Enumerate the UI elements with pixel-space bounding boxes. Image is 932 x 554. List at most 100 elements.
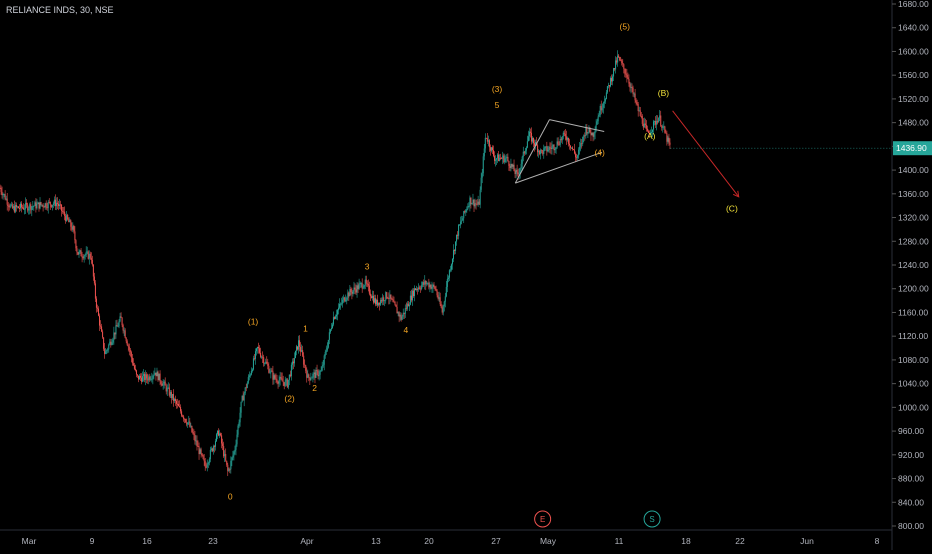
candle-up <box>36 203 38 209</box>
candle-down <box>560 139 562 141</box>
candle-down <box>95 298 97 308</box>
candle-down <box>170 392 172 399</box>
candle-up <box>662 126 664 128</box>
candle-down <box>572 147 574 150</box>
candle-down <box>126 341 128 346</box>
time-tick-label: Apr <box>300 536 313 546</box>
candle-up <box>380 299 382 305</box>
candle-down <box>191 425 193 433</box>
candle-down <box>642 123 644 128</box>
candle-down <box>417 288 419 290</box>
candle-up <box>362 287 364 289</box>
candle-up <box>543 148 545 154</box>
candle-up <box>404 308 406 314</box>
time-tick-label: May <box>540 536 557 546</box>
candle-up <box>345 299 347 302</box>
candle-down <box>125 337 127 342</box>
candle-down <box>516 170 518 173</box>
candle-up <box>449 269 451 271</box>
candle-down <box>96 307 98 309</box>
candle-up <box>307 374 309 378</box>
candle-down <box>213 446 215 447</box>
candle-down <box>529 131 531 133</box>
candle-down <box>289 374 291 377</box>
candle-up <box>594 130 596 134</box>
candle-up <box>562 132 564 137</box>
candle-up <box>525 147 527 151</box>
triangle-upper-line <box>549 119 605 133</box>
candle-down <box>13 206 15 212</box>
last-price-label: 1436.90 <box>896 143 927 153</box>
candle-down <box>629 83 631 88</box>
candle-down <box>266 361 268 364</box>
candle-down <box>64 211 66 216</box>
candle-down <box>0 187 2 192</box>
candle-down <box>381 299 383 302</box>
candle-up <box>465 209 467 213</box>
candle-up <box>270 370 272 373</box>
candle-down <box>355 289 357 293</box>
candle-up <box>327 339 329 348</box>
candle-down <box>275 378 277 380</box>
candle-up <box>212 446 214 452</box>
candle-up <box>234 449 236 452</box>
candle-down <box>485 137 487 139</box>
candle-up <box>340 303 342 305</box>
candle-down <box>665 132 667 134</box>
candle-down <box>454 250 456 251</box>
candle-up <box>320 370 322 372</box>
candle-down <box>211 448 213 452</box>
candle-up <box>487 140 489 142</box>
candle-up <box>329 329 331 333</box>
price-tick-label: 880.00 <box>898 474 924 484</box>
candle-down <box>433 284 435 287</box>
candle-up <box>315 370 317 378</box>
candle-down <box>38 202 40 209</box>
candle-up <box>570 147 572 149</box>
candle-down <box>299 340 301 347</box>
candle-down <box>292 361 294 364</box>
candle-down <box>271 370 273 372</box>
candle-up <box>322 364 324 367</box>
candle-up <box>284 380 286 386</box>
candle-up <box>12 206 14 209</box>
candle-up <box>32 206 34 208</box>
candle-down <box>517 172 519 175</box>
candle-down <box>132 363 134 366</box>
candle-up <box>318 374 320 377</box>
candle-up <box>520 163 522 169</box>
candle-down <box>576 157 578 159</box>
candle-up <box>55 202 57 207</box>
candle-down <box>220 433 222 436</box>
candle-down <box>383 297 385 301</box>
time-tick-label: 27 <box>491 536 501 546</box>
candle-up <box>107 349 109 351</box>
candle-down <box>103 337 105 349</box>
candle-up <box>145 374 147 380</box>
candle-up <box>83 255 85 259</box>
candle-up <box>44 203 46 208</box>
candle-up <box>484 137 486 149</box>
candle-up <box>561 136 563 141</box>
candle-down <box>164 381 166 386</box>
candle-up <box>84 254 86 256</box>
candle-up <box>173 398 175 401</box>
candle-down <box>441 307 443 313</box>
candle-down <box>377 299 379 306</box>
candle-up <box>385 292 387 301</box>
candle-down <box>141 377 143 382</box>
candle-down <box>81 256 83 258</box>
candle-down <box>94 283 96 299</box>
candle-up <box>31 206 33 211</box>
candle-down <box>412 290 414 297</box>
price-candles <box>0 50 671 477</box>
candle-down <box>70 220 72 227</box>
candle-down <box>262 356 264 358</box>
candle-up <box>41 204 43 206</box>
price-tick-label: 840.00 <box>898 497 924 507</box>
candle-up <box>240 401 242 413</box>
candle-down <box>179 406 181 408</box>
candle-up <box>37 202 39 204</box>
